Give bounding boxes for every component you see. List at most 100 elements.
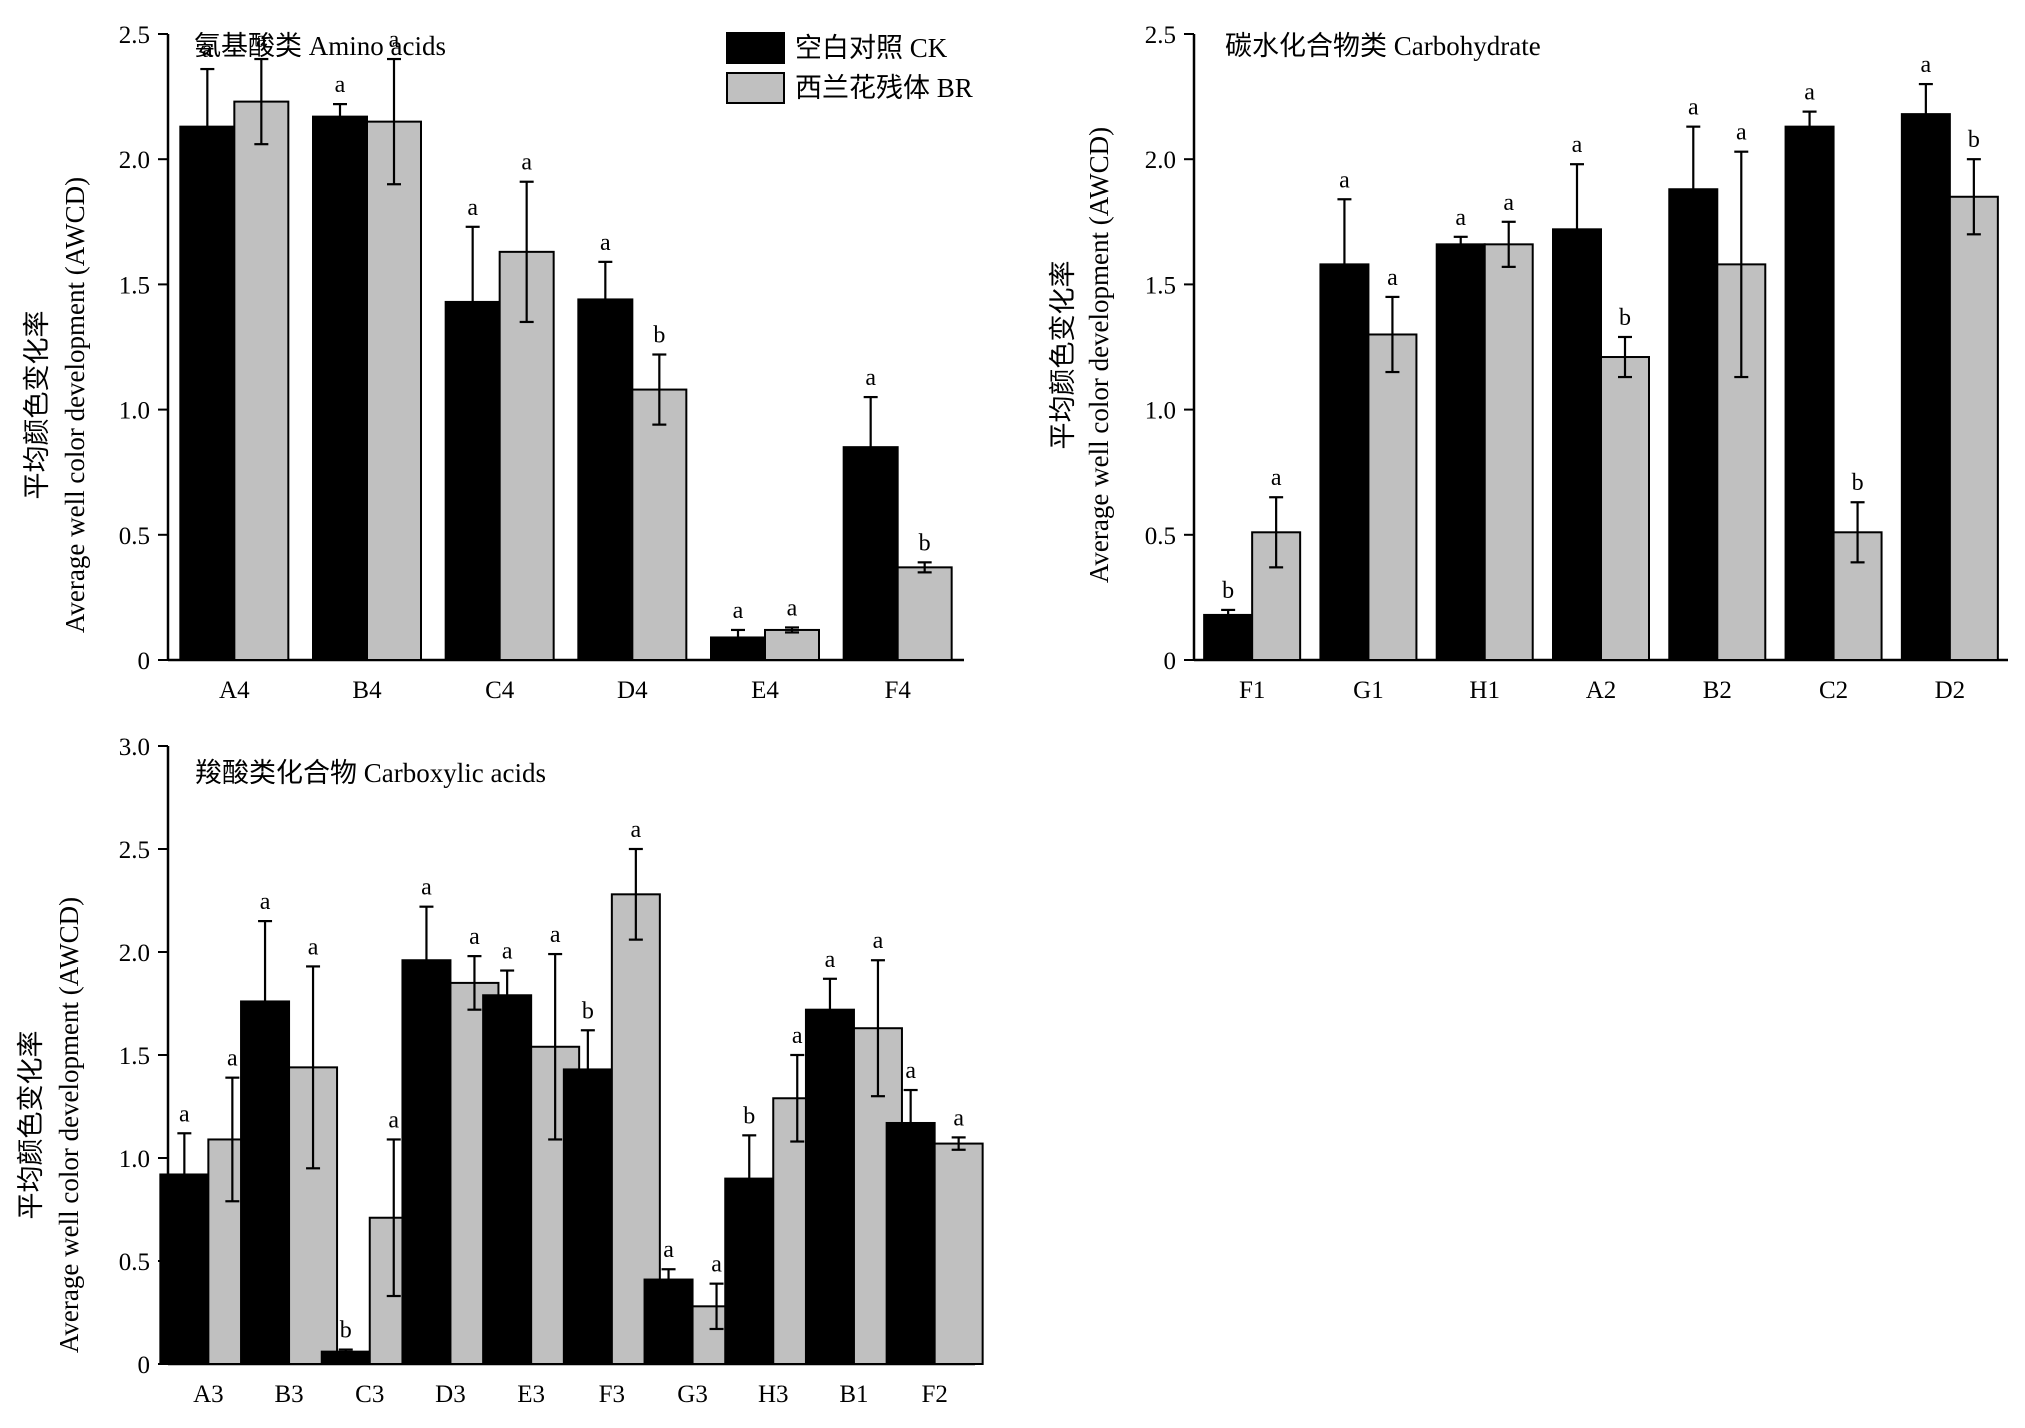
bar-ck	[179, 125, 236, 661]
significance-label: a	[502, 939, 513, 965]
x-tick-label: A2	[1586, 677, 1617, 704]
bar-ck	[1900, 113, 1951, 662]
significance-label: a	[521, 150, 532, 176]
significance-label: a	[469, 924, 480, 950]
x-tick-label: B1	[839, 1381, 868, 1408]
y-tick-label: 0.5	[119, 1249, 150, 1276]
bar-ck	[643, 1278, 694, 1366]
significance-label: a	[1455, 205, 1466, 231]
significance-label: b	[743, 1103, 755, 1129]
significance-label: a	[467, 195, 478, 221]
x-tick-label: B3	[274, 1381, 303, 1408]
significance-label: a	[202, 37, 213, 63]
significance-label: a	[865, 365, 876, 391]
x-tick-label: B2	[1703, 677, 1732, 704]
x-tick-label: C2	[1819, 677, 1848, 704]
significance-label: a	[1736, 120, 1747, 146]
x-tick-label: F2	[921, 1381, 947, 1408]
x-tick-label: F3	[599, 1381, 625, 1408]
x-tick-label: B4	[352, 677, 382, 704]
bar-ck	[885, 1121, 936, 1365]
y-tick-label: 1.0	[119, 398, 150, 425]
y-axis-label-en: Average well color development (AWCD)	[54, 897, 84, 1353]
bar-br	[631, 388, 688, 661]
y-tick-label: 0	[1164, 648, 1177, 675]
chart-title: 羧酸类化合物 Carboxylic acids	[195, 758, 546, 788]
significance-label: a	[663, 1237, 674, 1263]
significance-label: a	[308, 934, 319, 960]
significance-label: a	[1688, 95, 1699, 121]
x-tick-label: F1	[1239, 677, 1265, 704]
significance-label: a	[1921, 52, 1932, 78]
x-tick-label: H1	[1469, 677, 1500, 704]
bar-ck	[804, 1008, 855, 1365]
y-tick-label: 2.5	[119, 837, 150, 864]
y-tick-label: 0.5	[1145, 523, 1176, 550]
y-tick-label: 1.5	[1145, 272, 1176, 299]
y-tick-label: 1.0	[119, 1146, 150, 1173]
y-tick-label: 1.5	[119, 272, 150, 299]
significance-label: a	[733, 598, 744, 624]
bar-br	[896, 566, 953, 661]
y-axis-label-en: Average well color development (AWCD)	[60, 177, 90, 633]
x-tick-label: A3	[193, 1381, 224, 1408]
x-tick-label: H3	[758, 1381, 789, 1408]
y-tick-label: 2.5	[1145, 22, 1176, 49]
significance-label: b	[1852, 470, 1864, 496]
x-tick-label: E4	[751, 677, 779, 704]
significance-label: b	[340, 1318, 352, 1344]
y-tick-label: 2.0	[1145, 147, 1176, 174]
y-tick-label: 1.0	[1145, 398, 1176, 425]
y-tick-label: 0	[138, 648, 151, 675]
x-tick-label: G1	[1353, 677, 1384, 704]
bar-ck	[1203, 613, 1254, 661]
y-tick-label: 0.5	[119, 523, 150, 550]
significance-label: a	[179, 1101, 190, 1127]
significance-label: a	[1387, 265, 1398, 291]
y-tick-label: 1.5	[119, 1043, 150, 1070]
bar-ck	[1668, 188, 1719, 662]
bar-br	[1948, 195, 1999, 661]
significance-label: a	[1804, 80, 1815, 106]
y-tick-label: 0	[138, 1352, 151, 1379]
significance-label: b	[1222, 578, 1234, 604]
significance-label: a	[873, 928, 884, 954]
y-tick-label: 2.0	[119, 940, 150, 967]
chart-panel-carboxylic-acids: 羧酸类化合物 Carboxylic acids 平均颜色变化率 Average …	[16, 734, 984, 1408]
x-tick-label: F4	[884, 677, 911, 704]
bar-ck	[401, 959, 452, 1365]
y-axis-label-cn: 平均颜色变化率	[22, 311, 52, 500]
x-tick-label: D3	[435, 1381, 466, 1408]
y-tick-label: 2.0	[119, 147, 150, 174]
bar-ck	[1435, 243, 1486, 661]
x-tick-label: C4	[485, 677, 515, 704]
bar-br	[233, 100, 290, 662]
significance-label: a	[1572, 132, 1583, 158]
chart-panel-carbohydrate: 碳水化合物类 Carbohydrate 平均颜色变化率 Average well…	[1048, 22, 2008, 704]
significance-label: b	[919, 530, 931, 556]
bar-br	[764, 628, 820, 662]
significance-label: b	[582, 998, 594, 1024]
significance-label: a	[600, 230, 611, 256]
bar-ck	[577, 298, 634, 661]
bar-br	[1600, 356, 1650, 661]
significance-label: a	[787, 595, 798, 621]
significance-label: a	[825, 947, 836, 973]
bar-br	[1483, 243, 1534, 661]
y-axis-label-cn: 平均颜色变化率	[1048, 261, 1078, 450]
significance-label: a	[1503, 190, 1514, 216]
x-tick-label: D2	[1935, 677, 1966, 704]
x-tick-label: D4	[617, 677, 648, 704]
x-tick-label: A4	[219, 677, 250, 704]
bar-ck	[482, 994, 533, 1365]
chart-title: 氨基酸类 Amino acids	[194, 31, 446, 61]
significance-label: a	[1339, 167, 1350, 193]
significance-label: a	[711, 1252, 722, 1278]
chart-panel-amino-acids: 氨基酸类 Amino acids 平均颜色变化率 Average well co…	[22, 22, 964, 704]
legend-label-br: 西兰花残体 BR	[795, 73, 973, 103]
bar-br	[366, 120, 422, 661]
legend-swatch-ck	[726, 32, 785, 64]
bar-ck	[562, 1068, 613, 1366]
significance-label: a	[421, 875, 432, 901]
